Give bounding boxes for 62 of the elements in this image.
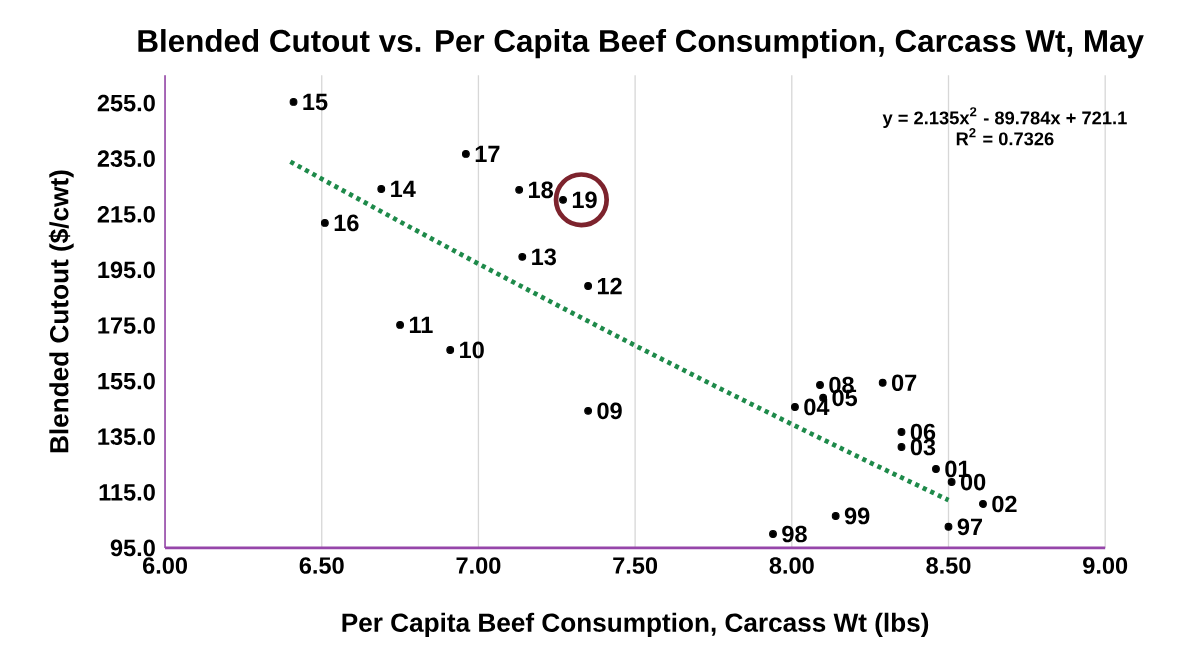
x-axis-title: Per Capita Beef Consumption, Carcass Wt (lbs) <box>342 612 929 638</box>
annotation: 03 <box>910 438 936 456</box>
annotation: 98 <box>782 525 807 543</box>
point <box>559 195 567 204</box>
annotation: 02 <box>992 495 1017 513</box>
point <box>769 530 777 538</box>
y-tick-label: 255.0 <box>97 94 155 112</box>
x-tick-label: 8.50 <box>926 557 971 574</box>
x-tick-label: 7.50 <box>613 557 658 574</box>
annotation: 12 <box>597 277 622 295</box>
annotation: 17 <box>475 145 500 163</box>
y-tick-label: 135.0 <box>98 428 155 446</box>
point <box>791 403 799 411</box>
y-axis-title: Blended Cutout ($/cwt) <box>48 170 74 453</box>
point <box>878 378 887 387</box>
annotation: 99 <box>844 507 870 525</box>
x-tick-label: 6.50 <box>299 557 344 574</box>
y-tick-label: 195.0 <box>98 261 155 279</box>
y-tick-label: 215.0 <box>97 205 155 223</box>
annotation: 16 <box>334 214 359 232</box>
point <box>816 381 824 389</box>
y-tick-label: 115.0 <box>99 483 155 501</box>
annotation: 04 <box>804 398 830 416</box>
annotation: 11 <box>409 316 433 334</box>
point <box>897 428 906 436</box>
point <box>932 465 940 473</box>
point <box>446 346 455 354</box>
x-tick-label: 7.00 <box>456 557 501 574</box>
y-tick-label: 175.0 <box>98 317 155 334</box>
x-tick-label: 6.00 <box>142 557 187 574</box>
y-tick-label: 95.0 <box>110 539 155 557</box>
point <box>831 512 840 520</box>
point <box>518 252 527 261</box>
point <box>289 98 298 106</box>
x-tick-label: 9.00 <box>1083 557 1128 574</box>
point <box>377 185 386 193</box>
point <box>947 478 956 486</box>
point <box>897 443 906 451</box>
y-tick-label: 235.0 <box>97 150 155 168</box>
point <box>584 406 593 415</box>
annotation: 13 <box>532 248 556 266</box>
point <box>461 150 470 158</box>
point <box>979 500 987 508</box>
annotation: 06 <box>910 423 936 441</box>
point <box>944 522 953 531</box>
chart-title: Blended Cutout vs. Per Capita Beef Consumption, Carcass Wt, May <box>138 29 1144 59</box>
annotation: 14 <box>391 180 416 198</box>
x-tick-label: 8.00 <box>769 557 814 574</box>
annotation: 07 <box>892 374 917 392</box>
annotation: 19 <box>572 191 597 209</box>
annotation: 18 <box>529 181 554 199</box>
annotation: 15 <box>303 93 328 111</box>
annotation: 09 <box>597 402 622 420</box>
point <box>396 321 405 329</box>
annotation: 10 <box>460 341 484 359</box>
point <box>515 185 524 194</box>
point <box>584 282 593 290</box>
y-tick-label: 155.0 <box>98 372 155 390</box>
annotation: y = 2.135x$^{2}$ - 89.784x + 721.1 <box>882 107 1127 129</box>
annotation: 97 <box>957 518 983 536</box>
point <box>320 218 329 227</box>
annotation: R$^{2}$ = 0.7326 <box>956 128 1054 146</box>
